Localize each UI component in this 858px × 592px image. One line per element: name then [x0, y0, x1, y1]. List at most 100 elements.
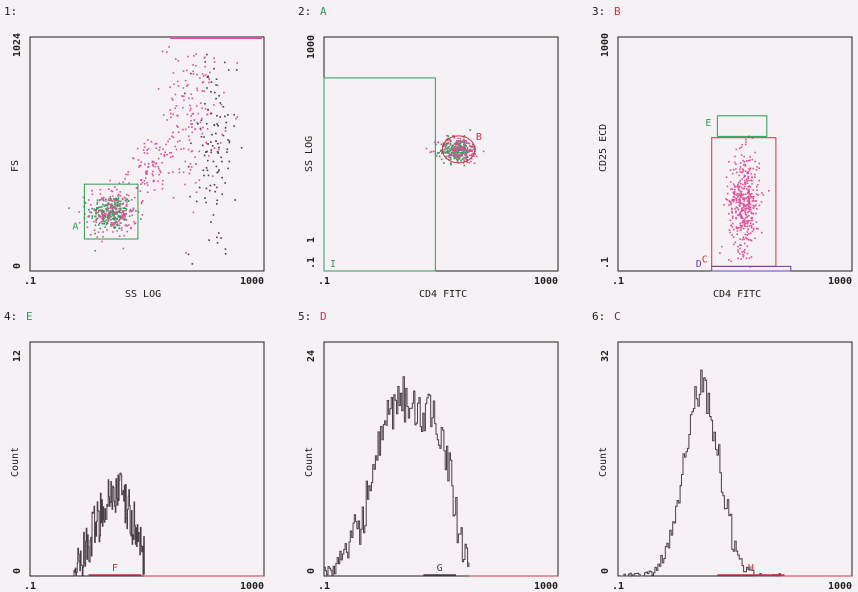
data-point	[760, 231, 763, 234]
data-point	[743, 200, 745, 202]
data-point	[750, 222, 752, 225]
data-point	[118, 210, 121, 212]
data-point	[147, 162, 150, 165]
data-point	[221, 176, 224, 179]
data-point	[99, 193, 102, 195]
data-point	[113, 199, 116, 202]
data-point	[105, 208, 107, 210]
data-point	[133, 222, 136, 225]
x-tick-label: 1000	[828, 581, 852, 592]
data-point	[120, 209, 122, 212]
data-point	[99, 188, 102, 191]
data-point	[166, 119, 168, 121]
data-point	[111, 210, 114, 212]
data-point	[221, 133, 223, 136]
data-point	[161, 50, 164, 53]
data-point	[185, 252, 187, 254]
data-point	[743, 161, 746, 163]
data-point	[161, 183, 164, 186]
data-point	[211, 145, 214, 147]
data-point	[151, 160, 154, 163]
data-point	[737, 257, 739, 260]
data-point	[218, 169, 220, 171]
y-tick-label: 24	[306, 350, 317, 362]
data-point	[213, 61, 216, 63]
data-point	[161, 187, 164, 190]
data-point	[182, 70, 185, 72]
data-point	[744, 222, 747, 225]
data-point	[465, 141, 468, 144]
data-point	[135, 210, 137, 212]
data-point	[735, 201, 738, 204]
data-point	[93, 220, 95, 223]
data-point	[467, 142, 470, 144]
data-point	[216, 84, 219, 87]
data-point	[227, 167, 229, 170]
data-point	[735, 163, 737, 165]
data-point	[88, 199, 90, 201]
data-point	[738, 204, 740, 206]
data-point	[466, 155, 468, 158]
data-point	[189, 163, 192, 165]
data-point	[738, 189, 741, 192]
data-point	[747, 211, 749, 214]
data-point	[459, 152, 461, 154]
data-point	[103, 213, 106, 216]
data-point	[101, 213, 104, 216]
data-point	[199, 77, 201, 79]
data-point	[218, 146, 220, 149]
data-point	[116, 224, 118, 226]
data-point	[464, 154, 467, 156]
gate-region	[323, 77, 436, 272]
data-point	[473, 155, 475, 157]
data-point	[192, 70, 194, 73]
data-point	[175, 105, 178, 107]
data-point	[89, 211, 91, 213]
data-point	[216, 186, 218, 189]
data-point	[746, 172, 749, 175]
data-point	[107, 217, 109, 220]
data-point	[450, 158, 452, 161]
data-point	[453, 151, 456, 153]
data-point	[468, 151, 470, 153]
data-point	[726, 199, 728, 201]
data-point	[734, 155, 736, 158]
data-point	[472, 152, 475, 155]
y-axis-label: Count	[10, 447, 21, 477]
data-point	[165, 143, 167, 146]
data-point	[109, 211, 112, 214]
data-point	[224, 61, 226, 64]
data-point	[162, 114, 165, 116]
data-point	[738, 253, 741, 255]
data-point	[470, 146, 473, 149]
gate-region	[441, 135, 476, 164]
data-point	[102, 197, 104, 200]
data-point	[206, 150, 208, 153]
data-point	[216, 236, 218, 239]
data-point	[449, 156, 452, 159]
data-point	[756, 208, 758, 210]
data-point	[747, 196, 749, 198]
data-point	[184, 160, 187, 163]
data-point	[739, 215, 742, 217]
data-point	[469, 149, 471, 151]
data-point	[89, 234, 92, 236]
data-point	[115, 221, 118, 224]
data-point	[99, 199, 101, 201]
data-point	[111, 213, 113, 216]
data-point	[448, 148, 451, 150]
data-point	[103, 196, 105, 199]
data-point	[745, 257, 748, 260]
data-point	[190, 166, 193, 168]
data-point	[748, 202, 751, 204]
data-point	[174, 107, 176, 109]
data-point	[146, 184, 149, 187]
data-point	[101, 222, 104, 225]
data-point	[208, 239, 210, 241]
data-point	[112, 198, 115, 200]
data-point	[106, 229, 108, 231]
data-point	[726, 185, 729, 188]
data-point	[140, 183, 142, 185]
data-point	[751, 176, 753, 179]
